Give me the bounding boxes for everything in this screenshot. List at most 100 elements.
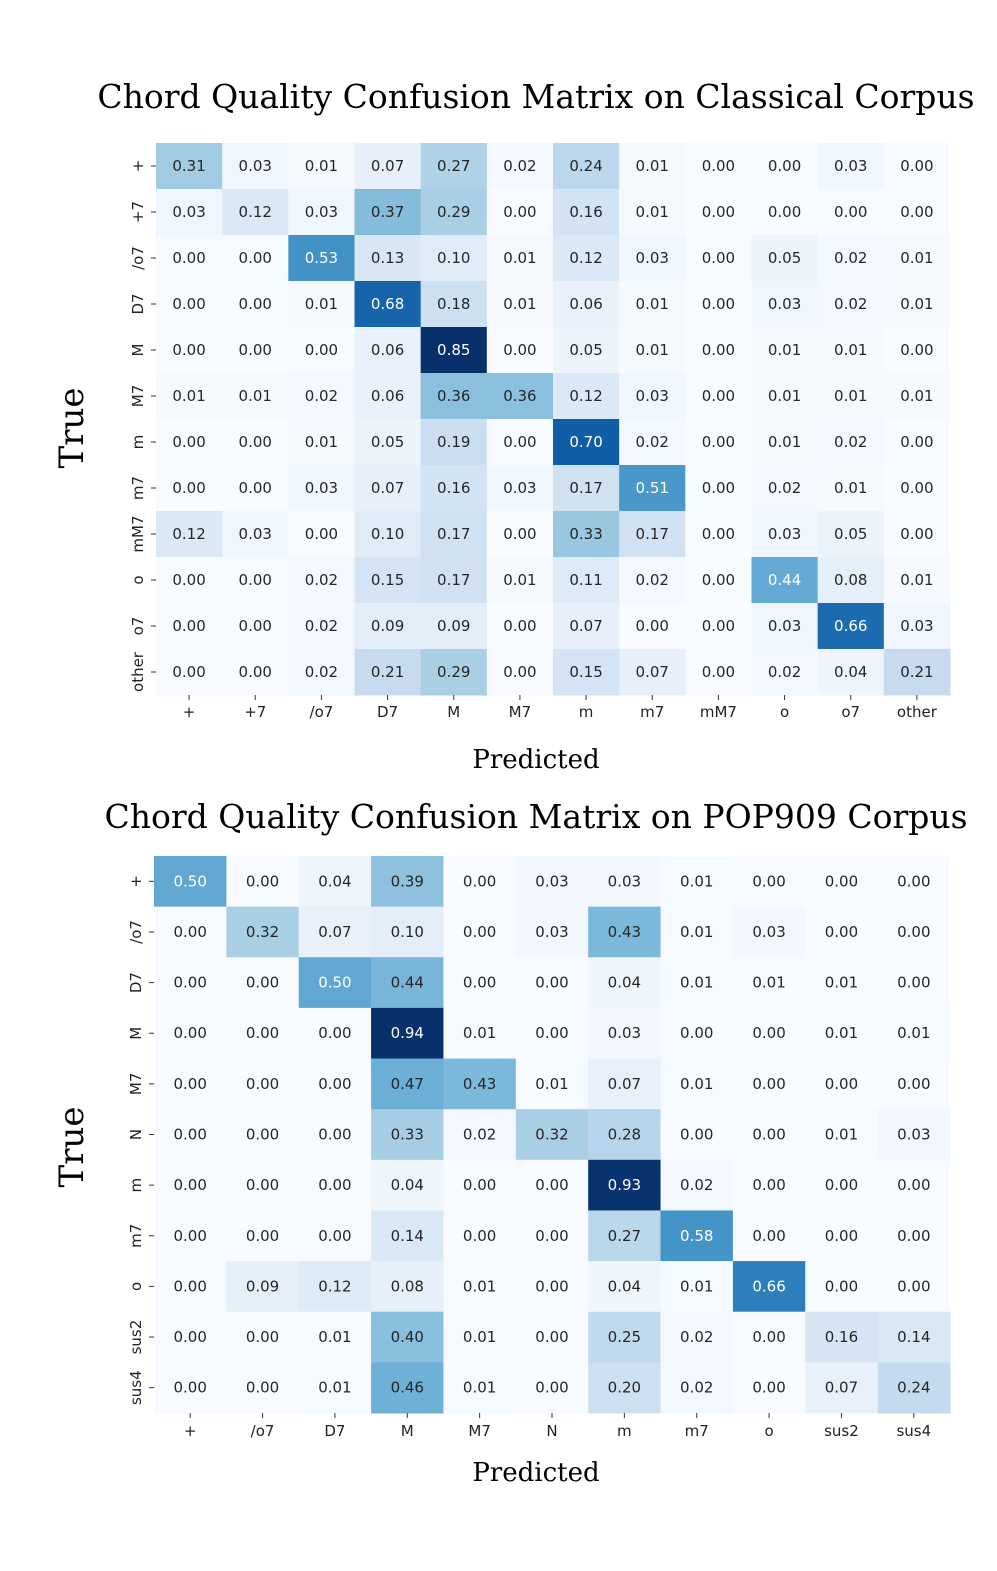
classical-cell — [751, 419, 819, 466]
pop909-cell-label: 0.24 — [897, 1379, 930, 1397]
pop909-cell — [515, 1058, 589, 1110]
pop909-cell-label: 0.00 — [318, 1126, 351, 1144]
classical-cell — [288, 189, 355, 236]
classical-cell — [751, 327, 819, 374]
pop909-cell — [298, 1159, 372, 1211]
classical-cell — [751, 603, 819, 650]
classical-cell-label: 0.06 — [371, 387, 404, 405]
pop909-cell — [805, 856, 879, 908]
classical-cell-label: 0.53 — [305, 249, 338, 267]
classical-cell-label: 0.03 — [834, 157, 867, 175]
classical-cell-label: 0.16 — [437, 479, 470, 497]
classical-cell — [883, 649, 951, 696]
classical-cell — [420, 373, 488, 420]
classical-cell-label: 0.00 — [702, 617, 735, 635]
pop909-cell — [588, 906, 662, 958]
classical-cell — [156, 143, 223, 190]
pop909-cell — [588, 1210, 662, 1262]
classical-cell-label: 0.00 — [503, 663, 536, 681]
classical-cell — [486, 143, 554, 190]
classical-cell — [354, 557, 422, 604]
classical-x-tick-label: m7 — [640, 703, 664, 721]
pop909-cell-label: 0.00 — [535, 1024, 568, 1042]
pop909-cell-label: 0.28 — [608, 1126, 641, 1144]
pop909-cell-label: 0.00 — [535, 1277, 568, 1295]
pop909-y-tick-label: + — [127, 875, 145, 888]
pop909-cell-label: 0.00 — [535, 974, 568, 992]
pop909-cell-label: 0.12 — [318, 1277, 351, 1295]
classical-cell-label: 0.01 — [636, 295, 669, 313]
classical-x-tick-label: mM7 — [700, 703, 737, 721]
pop909-cell-label: 0.00 — [752, 872, 785, 890]
pop909-cell-label: 0.01 — [463, 1379, 496, 1397]
pop909-cell — [298, 856, 372, 908]
classical-cell-label: 0.21 — [371, 663, 404, 681]
classical-chart-title: Chord Quality Confusion Matrix on Classi… — [97, 77, 974, 116]
pop909-cell-label: 0.14 — [897, 1328, 930, 1346]
pop909-x-tick-label: N — [546, 1422, 557, 1440]
pop909-cell — [371, 1362, 444, 1414]
pop909-cell — [226, 1362, 300, 1414]
classical-cell-label: 0.02 — [768, 663, 801, 681]
classical-cell-label: 0.01 — [636, 157, 669, 175]
classical-x-tick-label: +7 — [244, 703, 266, 721]
classical-cell — [156, 327, 223, 374]
pop909-cell — [515, 957, 589, 1009]
pop909-cell-label: 0.01 — [463, 1277, 496, 1295]
pop909-cell — [877, 1210, 951, 1262]
pop909-cell-label: 0.00 — [173, 1126, 206, 1144]
classical-cell-label: 0.00 — [702, 295, 735, 313]
classical-cell — [288, 373, 355, 420]
pop909-cell — [732, 957, 806, 1009]
classical-cell — [817, 235, 885, 282]
classical-cell-label: 0.03 — [503, 479, 536, 497]
pop909-cell — [298, 906, 372, 958]
pop909-y-tick-label: /o7 — [127, 920, 145, 944]
pop909-cell-label: 0.00 — [752, 1328, 785, 1346]
classical-cell — [817, 649, 885, 696]
classical-cell — [619, 511, 686, 558]
classical-y-tick-label: M7 — [129, 385, 147, 408]
classical-cell — [156, 235, 223, 282]
classical-cell — [222, 373, 289, 420]
pop909-cell-label: 0.00 — [752, 1176, 785, 1194]
classical-cell-label: 0.00 — [503, 341, 536, 359]
classical-cell — [288, 603, 355, 650]
pop909-cell-label: 0.33 — [391, 1126, 424, 1144]
classical-cell — [420, 281, 488, 328]
pop909-cell-label: 0.50 — [173, 872, 206, 890]
classical-cell — [486, 235, 554, 282]
pop909-cell — [515, 1109, 589, 1161]
classical-cell-label: 0.00 — [172, 341, 205, 359]
classical-cell-label: 0.00 — [900, 203, 933, 221]
classical-cell — [156, 511, 223, 558]
classical-cell — [817, 189, 885, 236]
classical-y-tick-label: M — [129, 344, 147, 357]
classical-cell — [619, 189, 686, 236]
classical-cell-label: 0.00 — [702, 525, 735, 543]
classical-cell-label: 0.16 — [569, 203, 602, 221]
pop909-cell — [877, 1159, 951, 1211]
classical-cell — [222, 419, 289, 466]
classical-cell — [222, 189, 289, 236]
pop909-cell — [732, 1109, 806, 1161]
classical-cell — [751, 189, 819, 236]
pop909-cell-label: 0.01 — [752, 974, 785, 992]
classical-cell — [883, 557, 951, 604]
pop909-cell — [732, 856, 806, 908]
classical-cell — [354, 143, 422, 190]
classical-cell-label: 0.05 — [371, 433, 404, 451]
pop909-cell — [154, 1362, 227, 1414]
pop909-cell — [154, 856, 227, 908]
classical-cell-label: 0.00 — [305, 525, 338, 543]
classical-cell — [486, 373, 554, 420]
pop909-cell — [515, 1210, 589, 1262]
pop909-cell — [660, 1210, 734, 1262]
pop909-cell — [805, 1261, 879, 1313]
pop909-cell-label: 0.00 — [318, 1024, 351, 1042]
pop909-cell-label: 0.00 — [897, 1176, 930, 1194]
pop909-y-tick-label: M7 — [127, 1073, 145, 1096]
classical-y-tick-label: m7 — [129, 476, 147, 500]
classical-cell-label: 0.00 — [900, 479, 933, 497]
pop909-cell — [588, 856, 662, 908]
